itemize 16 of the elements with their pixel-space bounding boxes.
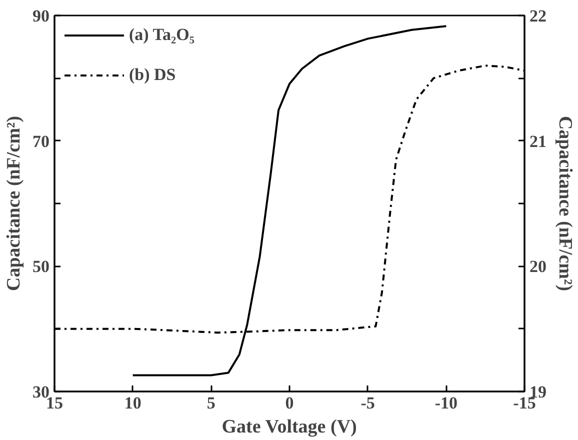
y2-tick-label: 21 [530,132,546,151]
y-tick-label: 50 [32,257,50,276]
x-axis-title: Gate Voltage (V) [222,416,357,438]
x-tick-label: 5 [206,394,216,412]
y2-tick-label: 20 [530,257,546,276]
y2-axis-title: Capacitance (nF/cm²) [554,116,576,292]
legend-label: (a) Ta₂O₅ [129,25,194,45]
x-tick-label: 0 [285,394,294,412]
y-axis-title: Capacitance (nF/cm²) [4,116,24,292]
legend-label: (b) DS [129,65,176,85]
x-tick-label: 10 [124,394,142,412]
x-tick-label: -10 [434,394,458,412]
y-tick-label: 90 [32,6,50,26]
x-tick-label: -5 [360,394,375,412]
y2-tick-label: 22 [530,6,546,26]
y-tick-label: 70 [32,132,50,151]
